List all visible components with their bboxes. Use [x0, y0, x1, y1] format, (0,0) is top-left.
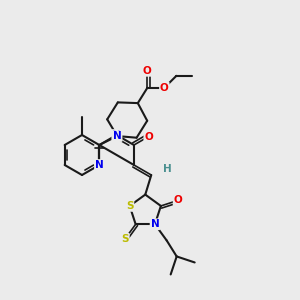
Text: S: S [121, 234, 129, 244]
Text: O: O [174, 195, 182, 206]
Text: O: O [160, 83, 169, 93]
Text: O: O [144, 131, 153, 142]
Text: H: H [163, 164, 172, 174]
Text: N: N [113, 131, 122, 141]
Text: N: N [151, 219, 159, 229]
Text: O: O [143, 66, 152, 76]
Text: N: N [95, 160, 104, 170]
Text: N: N [112, 130, 121, 140]
Text: S: S [126, 201, 134, 211]
